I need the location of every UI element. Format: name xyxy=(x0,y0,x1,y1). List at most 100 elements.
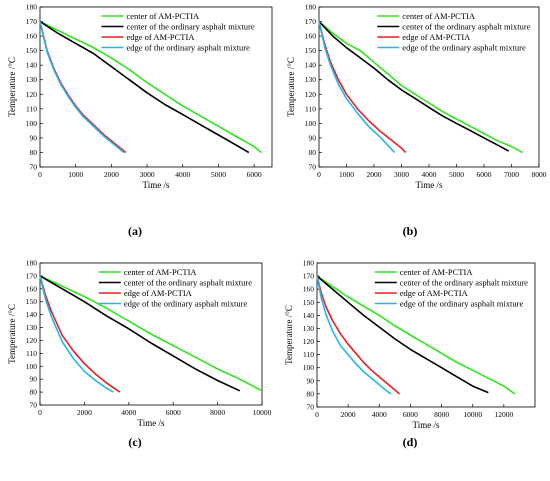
x-tick-label: 1000 xyxy=(68,170,83,179)
x-axis-label: Time /s xyxy=(416,180,443,190)
y-tick-label: 160 xyxy=(303,285,315,294)
y-tick-label: 100 xyxy=(303,363,315,372)
legend-label: center of the ordinary asphalt mixture xyxy=(124,278,252,288)
x-tick-label: 2000 xyxy=(77,408,92,417)
legend-label: edge of the ordinary asphalt mixture xyxy=(126,43,250,53)
y-axis-label: Temperature /°C xyxy=(7,57,17,117)
x-tick-label: 10000 xyxy=(253,408,272,417)
y-tick-label: 110 xyxy=(26,349,37,358)
x-tick-label: 0 xyxy=(38,170,42,179)
y-tick-label: 140 xyxy=(305,61,317,70)
series-line-1 xyxy=(39,275,263,392)
panel-caption: (d) xyxy=(403,435,418,449)
y-tick-label: 150 xyxy=(26,46,38,55)
y-tick-label: 120 xyxy=(26,336,38,345)
panel-caption: (a) xyxy=(128,224,142,238)
y-tick-label: 80 xyxy=(307,389,315,398)
y-tick-label: 120 xyxy=(303,337,315,346)
x-tick-label: 8000 xyxy=(210,408,225,417)
y-tick-label: 120 xyxy=(26,90,38,99)
series-line-4 xyxy=(39,21,125,154)
x-tick-label: 2000 xyxy=(367,170,382,179)
y-tick-label: 70 xyxy=(307,403,315,412)
chart-panel-1: 70 80 90 100 110 120 130 140 150 160 170 180 0 1000 20… xyxy=(7,3,273,190)
series-line-1 xyxy=(318,20,523,154)
y-tick-label: 120 xyxy=(305,90,317,99)
x-axis-label: Time /s xyxy=(138,418,165,428)
chart-panel-3: 70 80 90 100 110 120 130 140 150 160 170 180 0 2000 40… xyxy=(7,259,272,429)
y-tick-label: 140 xyxy=(26,61,38,70)
legend-label: center of AM-PCTIA xyxy=(402,11,476,21)
x-tick-label: 6000 xyxy=(247,170,262,179)
legend-label: center of the ordinary asphalt mixture xyxy=(400,278,528,288)
y-tick-label: 110 xyxy=(26,104,37,113)
y-tick-label: 70 xyxy=(30,163,38,172)
x-tick-label: 0 xyxy=(38,408,42,417)
y-tick-label: 150 xyxy=(26,297,38,306)
panel-caption: (c) xyxy=(128,435,141,449)
y-tick-label: 130 xyxy=(26,323,38,332)
legend-label: center of AM-PCTIA xyxy=(126,11,200,21)
x-tick-label: 2000 xyxy=(104,170,119,179)
x-tick-label: 4000 xyxy=(175,170,190,179)
x-tick-label: 4000 xyxy=(422,170,437,179)
y-tick-label: 160 xyxy=(305,32,317,41)
y-tick-label: 130 xyxy=(26,75,38,84)
x-tick-label: 5000 xyxy=(449,170,464,179)
y-tick-label: 70 xyxy=(309,163,317,172)
y-tick-label: 100 xyxy=(26,362,38,371)
legend-label: edge of the ordinary asphalt mixture xyxy=(124,299,248,309)
y-tick-label: 160 xyxy=(26,284,38,293)
series-line-4 xyxy=(316,275,392,395)
series-line-2 xyxy=(39,20,250,154)
x-tick-label: 7000 xyxy=(504,170,519,179)
y-tick-label: 150 xyxy=(303,298,315,307)
x-tick-label: 1000 xyxy=(339,170,354,179)
y-tick-label: 170 xyxy=(303,272,315,281)
y-tick-label: 80 xyxy=(30,148,38,157)
series-line-2 xyxy=(39,275,241,392)
series-line-3 xyxy=(39,275,121,393)
y-tick-label: 170 xyxy=(26,271,38,280)
y-tick-label: 70 xyxy=(30,401,38,410)
x-tick-label: 8000 xyxy=(434,410,449,419)
y-tick-label: 180 xyxy=(26,259,38,268)
y-tick-label: 90 xyxy=(30,133,38,142)
y-tick-label: 80 xyxy=(309,148,317,157)
x-tick-label: 4000 xyxy=(121,408,136,417)
legend-label: edge of AM-PCTIA xyxy=(400,288,469,298)
legend-label: edge of AM-PCTIA xyxy=(124,288,193,298)
series-line-3 xyxy=(316,275,401,395)
legend-label: center of the ordinary asphalt mixture xyxy=(402,22,530,32)
y-axis-label: Temperature /°C xyxy=(284,305,294,365)
x-axis-label: Time /s xyxy=(413,420,440,430)
y-tick-label: 180 xyxy=(303,259,315,268)
series-line-4 xyxy=(39,275,114,393)
y-axis-label: Temperature /°C xyxy=(286,57,296,117)
y-tick-label: 140 xyxy=(26,310,38,319)
legend-label: center of the ordinary asphalt mixture xyxy=(126,22,254,32)
series-line-4 xyxy=(318,21,396,154)
series-line-2 xyxy=(318,20,510,152)
y-tick-label: 80 xyxy=(30,388,38,397)
series-line-2 xyxy=(316,275,489,394)
y-tick-label: 170 xyxy=(305,17,317,26)
y-tick-label: 90 xyxy=(30,375,38,384)
series-line-3 xyxy=(39,21,127,154)
x-tick-label: 4000 xyxy=(372,410,387,419)
x-tick-label: 6000 xyxy=(166,408,181,417)
x-tick-label: 3000 xyxy=(140,170,155,179)
y-tick-label: 90 xyxy=(307,376,315,385)
legend-label: center of AM-PCTIA xyxy=(124,267,198,277)
panel-caption: (b) xyxy=(403,224,418,238)
y-tick-label: 130 xyxy=(305,75,317,84)
chart-panel-4: 70 80 90 100 110 120 130 140 150 160 170 180 0 2000 40… xyxy=(284,259,536,430)
legend-label: edge of AM-PCTIA xyxy=(126,32,195,42)
y-axis-label: Temperature /°C xyxy=(7,304,17,364)
y-tick-label: 150 xyxy=(305,46,317,55)
y-tick-label: 110 xyxy=(303,350,314,359)
x-tick-label: 0 xyxy=(317,170,321,179)
chart-panel-2: 70 80 90 100 110 120 130 140 150 160 170 180 0 1000 20… xyxy=(286,3,547,191)
y-tick-label: 90 xyxy=(309,133,317,142)
